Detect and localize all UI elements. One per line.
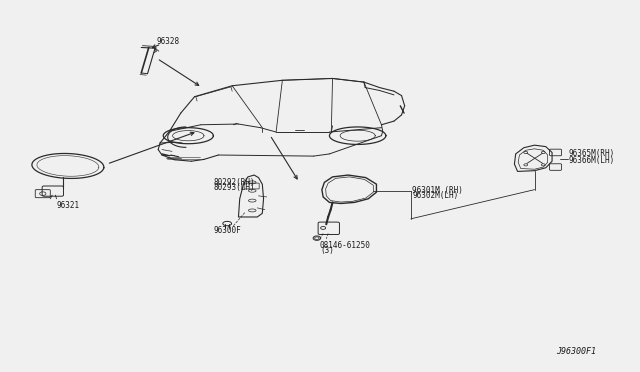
Text: 96300F: 96300F <box>213 226 241 235</box>
Text: 96301M (RH): 96301M (RH) <box>412 186 463 195</box>
Text: 96328: 96328 <box>157 38 180 46</box>
Text: 80293(LH): 80293(LH) <box>213 183 255 192</box>
Text: (3): (3) <box>320 246 334 255</box>
Text: 96366M(LH): 96366M(LH) <box>569 156 615 165</box>
Text: 80292(RH): 80292(RH) <box>213 178 255 187</box>
Text: 96365M(RH): 96365M(RH) <box>569 150 615 158</box>
Text: 96302M(LH): 96302M(LH) <box>412 191 458 201</box>
Text: J96300F1: J96300F1 <box>556 347 596 356</box>
Text: 96321: 96321 <box>56 201 79 210</box>
Text: 08146-61250: 08146-61250 <box>320 241 371 250</box>
